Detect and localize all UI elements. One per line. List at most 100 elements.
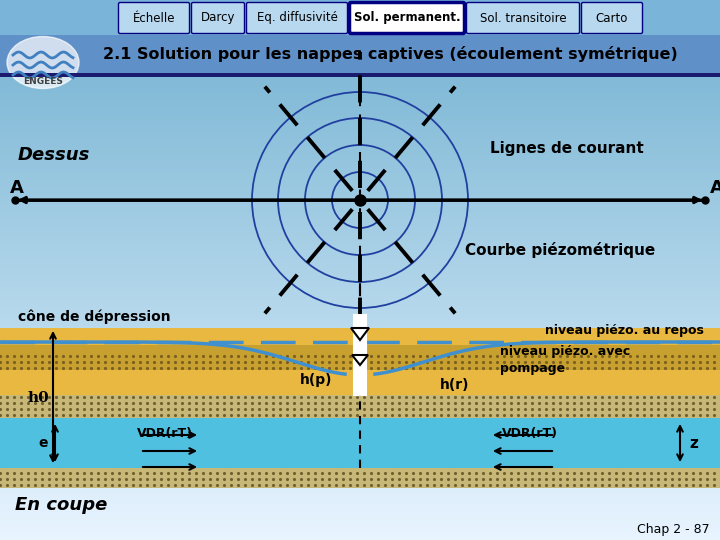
Bar <box>0 440 720 441</box>
Bar <box>0 249 720 250</box>
Bar <box>0 120 720 121</box>
Bar <box>0 88 720 89</box>
Bar <box>0 29 720 30</box>
Bar <box>0 345 720 346</box>
Bar <box>0 2 720 3</box>
Bar <box>0 253 720 254</box>
Bar <box>0 480 720 481</box>
Bar <box>0 408 720 409</box>
Text: z: z <box>690 435 698 450</box>
Bar <box>0 383 720 384</box>
Bar <box>0 60 720 61</box>
Bar <box>0 17 720 18</box>
Bar <box>0 56 720 57</box>
Bar <box>0 125 720 126</box>
Bar <box>0 391 720 392</box>
Bar <box>0 272 720 273</box>
Bar <box>0 418 720 468</box>
Bar <box>0 361 720 362</box>
Bar <box>0 110 720 111</box>
Bar <box>0 313 720 314</box>
Text: cône de dépression: cône de dépression <box>18 310 171 324</box>
Bar <box>0 472 720 473</box>
Bar <box>0 394 720 395</box>
Bar <box>0 387 720 388</box>
Bar <box>0 438 720 439</box>
Bar <box>0 529 720 530</box>
Bar <box>0 170 720 171</box>
Bar <box>0 76 720 77</box>
Bar <box>0 161 720 162</box>
Bar <box>0 73 720 74</box>
Bar <box>0 215 720 216</box>
Text: Lignes de courant: Lignes de courant <box>490 140 644 156</box>
Bar <box>0 401 720 402</box>
Bar <box>0 13 720 14</box>
Bar <box>0 466 720 467</box>
Bar <box>0 354 720 355</box>
Bar <box>0 169 720 170</box>
Bar <box>0 27 720 28</box>
Bar <box>0 0 720 1</box>
Bar <box>0 5 720 6</box>
Bar <box>0 79 720 80</box>
Bar <box>0 189 720 190</box>
Bar <box>0 37 720 38</box>
Bar <box>0 264 720 265</box>
Bar <box>0 436 720 437</box>
Bar <box>0 31 720 32</box>
Bar <box>0 494 720 495</box>
Bar <box>0 62 720 63</box>
Bar <box>0 345 720 370</box>
Bar <box>0 35 720 36</box>
Bar <box>0 429 720 430</box>
Bar <box>0 496 720 497</box>
Bar <box>0 155 720 156</box>
Bar <box>0 325 720 326</box>
Bar <box>0 204 720 205</box>
FancyBboxPatch shape <box>246 3 348 33</box>
Bar <box>0 311 720 312</box>
Bar <box>0 70 720 71</box>
Bar <box>0 294 720 295</box>
Bar <box>0 217 720 218</box>
FancyBboxPatch shape <box>119 3 189 33</box>
Bar <box>0 176 720 177</box>
Bar <box>0 492 720 493</box>
Bar <box>0 335 720 336</box>
Bar <box>0 352 720 353</box>
Bar <box>0 203 720 204</box>
Bar <box>0 87 720 88</box>
Bar <box>0 489 720 490</box>
Bar <box>0 370 720 371</box>
Bar <box>0 233 720 234</box>
Bar <box>0 483 720 484</box>
Bar <box>0 174 720 175</box>
Bar <box>0 188 720 189</box>
Bar <box>0 216 720 217</box>
Bar <box>0 326 720 327</box>
Bar <box>0 213 720 214</box>
Bar <box>0 412 720 413</box>
Bar <box>0 40 720 41</box>
Bar <box>0 379 720 380</box>
Bar <box>0 101 720 102</box>
Bar <box>0 526 720 527</box>
Bar <box>0 141 720 142</box>
Bar <box>0 525 720 526</box>
Bar <box>0 140 720 141</box>
Bar <box>0 138 720 139</box>
Bar <box>0 519 720 520</box>
Bar <box>0 507 720 508</box>
Bar <box>0 269 720 270</box>
Bar <box>0 392 720 393</box>
Bar <box>0 449 720 450</box>
Bar <box>0 320 720 321</box>
Bar <box>0 399 720 400</box>
Bar <box>0 322 720 323</box>
Bar <box>0 196 720 197</box>
Bar <box>0 495 720 496</box>
Bar <box>0 39 720 40</box>
Text: h(r): h(r) <box>440 378 469 392</box>
Bar <box>0 33 720 34</box>
